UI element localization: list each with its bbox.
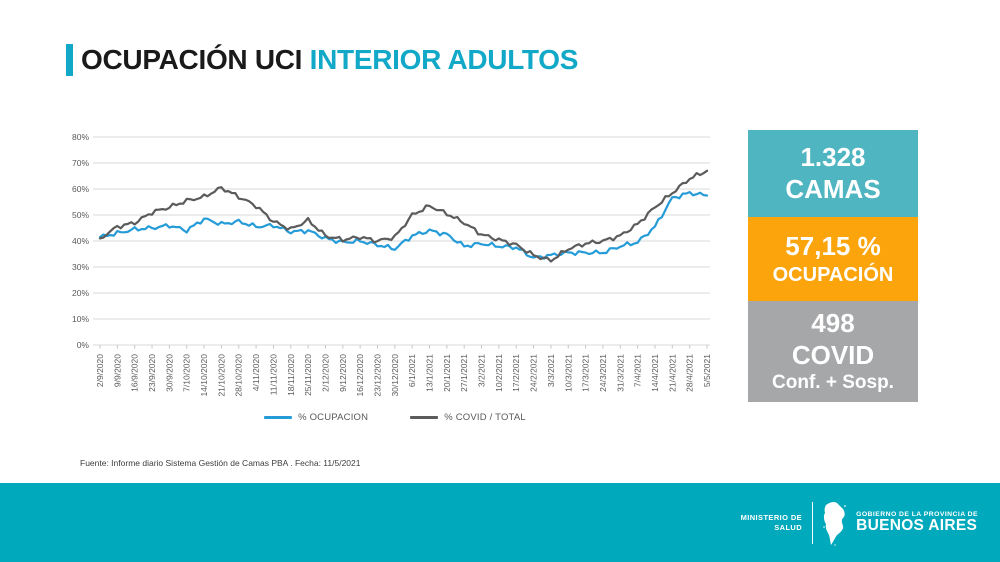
svg-text:2/9/2020: 2/9/2020 xyxy=(95,354,105,387)
svg-text:24/3/2021: 24/3/2021 xyxy=(598,354,608,392)
svg-text:80%: 80% xyxy=(72,132,89,142)
svg-text:30%: 30% xyxy=(72,262,89,272)
svg-text:14/10/2020: 14/10/2020 xyxy=(199,354,209,397)
svg-text:4/11/2020: 4/11/2020 xyxy=(251,354,261,391)
legend-item-covid-total: % COVID / TOTAL xyxy=(410,412,526,423)
svg-text:14/4/2021: 14/4/2021 xyxy=(650,354,660,392)
chart-legend: % OCUPACION % COVID / TOTAL xyxy=(70,412,720,423)
buenos-aires-map-icon xyxy=(823,501,846,546)
government-logo-text: GOBIERNO DE LA PROVINCIA DE BUENOS AIRES xyxy=(856,511,978,535)
title-accent-bar xyxy=(66,44,73,76)
stats-panel: 1.328 CAMAS 57,15 % OCUPACIÓN 498 COVID … xyxy=(748,130,918,402)
svg-text:13/1/2021: 13/1/2021 xyxy=(425,354,435,392)
svg-text:16/12/2020: 16/12/2020 xyxy=(355,354,365,397)
svg-text:10/2/2021: 10/2/2021 xyxy=(494,354,504,392)
svg-text:6/1/2021: 6/1/2021 xyxy=(407,354,417,387)
svg-text:28/10/2020: 28/10/2020 xyxy=(234,354,244,397)
page-title: OCUPACIÓN UCI INTERIOR ADULTOS xyxy=(81,44,578,76)
svg-text:3/2/2021: 3/2/2021 xyxy=(477,354,487,387)
stat-covid-label: COVID xyxy=(791,340,875,371)
svg-text:50%: 50% xyxy=(72,210,89,220)
svg-text:7/4/2021: 7/4/2021 xyxy=(633,354,643,387)
svg-text:2/12/2020: 2/12/2020 xyxy=(320,354,330,392)
svg-text:9/9/2020: 9/9/2020 xyxy=(112,354,122,387)
svg-text:5/5/2021: 5/5/2021 xyxy=(702,354,712,387)
svg-text:28/4/2021: 28/4/2021 xyxy=(685,354,695,392)
legend-label-ocupacion: % OCUPACION xyxy=(298,412,369,423)
occupancy-chart-canvas: 0% 10% 20% 30% 40% 50% 60% 70% 80% 2/9/2020 9/9/20… xyxy=(72,132,712,397)
svg-text:25/11/2020: 25/11/2020 xyxy=(303,354,313,396)
svg-text:23/12/2020: 23/12/2020 xyxy=(372,354,382,397)
stat-box-camas: 1.328 CAMAS xyxy=(748,130,918,217)
occupancy-chart: 0% 10% 20% 30% 40% 50% 60% 70% 80% 2/9/2020 9/9/20… xyxy=(70,125,720,417)
svg-text:18/11/2020: 18/11/2020 xyxy=(286,354,296,396)
government-large-text: BUENOS AIRES xyxy=(856,517,978,535)
title-highlight: INTERIOR ADULTOS xyxy=(309,44,579,75)
legend-line-covid-total-icon xyxy=(410,416,439,419)
svg-text:21/10/2020: 21/10/2020 xyxy=(216,354,226,397)
legend-item-ocupacion: % OCUPACION xyxy=(264,412,368,423)
svg-text:40%: 40% xyxy=(72,236,89,246)
svg-text:17/2/2021: 17/2/2021 xyxy=(511,354,521,392)
svg-text:70%: 70% xyxy=(72,158,89,168)
ministry-line2: SALUD xyxy=(774,522,803,532)
stat-covid-sublabel: Conf. + Sosp. xyxy=(772,371,894,393)
svg-text:20%: 20% xyxy=(72,288,89,298)
title-block: OCUPACIÓN UCI INTERIOR ADULTOS xyxy=(66,44,578,76)
svg-text:11/11/2020: 11/11/2020 xyxy=(268,354,278,396)
svg-text:31/3/2021: 31/3/2021 xyxy=(615,354,625,392)
svg-text:24/2/2021: 24/2/2021 xyxy=(529,354,539,392)
stat-covid-value: 498 xyxy=(811,308,855,339)
legend-line-ocupacion-icon xyxy=(264,416,293,419)
logo-divider xyxy=(812,501,814,544)
legend-label-covid-total: % COVID / TOTAL xyxy=(444,412,526,423)
ministry-line1: MINISTERIO DE xyxy=(740,513,803,523)
svg-text:17/3/2021: 17/3/2021 xyxy=(581,354,591,392)
svg-text:10/3/2021: 10/3/2021 xyxy=(563,354,573,392)
page-title-black: OCUPACIÓN UCI xyxy=(81,44,310,75)
footer-logos: MINISTERIO DE SALUD GOBIERNO DE LA PROVI… xyxy=(741,483,978,562)
svg-text:10%: 10% xyxy=(72,314,89,324)
svg-text:9/12/2020: 9/12/2020 xyxy=(338,354,348,392)
svg-text:30/12/2020: 30/12/2020 xyxy=(390,354,400,397)
stat-box-covid: 498 COVID Conf. + Sosp. xyxy=(748,301,918,402)
svg-text:0%: 0% xyxy=(77,340,90,350)
svg-text:3/3/2021: 3/3/2021 xyxy=(546,354,556,387)
svg-text:30/9/2020: 30/9/2020 xyxy=(164,354,174,392)
stat-ocupacion-value: 57,15 % xyxy=(785,231,881,262)
svg-text:7/10/2020: 7/10/2020 xyxy=(182,354,192,392)
footer-bar: MINISTERIO DE SALUD GOBIERNO DE LA PROVI… xyxy=(0,483,1000,562)
source-note: Fuente: Informe diario Sistema Gestión d… xyxy=(80,458,361,468)
stat-camas-label: CAMAS xyxy=(785,173,881,204)
stat-ocupacion-label: OCUPACIÓN xyxy=(772,263,894,286)
svg-text:23/9/2020: 23/9/2020 xyxy=(147,354,157,392)
ministry-logo-text: MINISTERIO DE SALUD xyxy=(741,513,802,532)
svg-text:21/4/2021: 21/4/2021 xyxy=(667,354,677,392)
svg-text:27/1/2021: 27/1/2021 xyxy=(459,354,469,392)
government-small-text: GOBIERNO DE LA PROVINCIA DE xyxy=(856,510,978,518)
svg-text:60%: 60% xyxy=(72,184,89,194)
svg-text:16/9/2020: 16/9/2020 xyxy=(130,354,140,392)
stat-camas-value: 1.328 xyxy=(800,141,866,172)
svg-text:20/1/2021: 20/1/2021 xyxy=(442,354,452,392)
stat-box-ocupacion: 57,15 % OCUPACIÓN xyxy=(748,217,918,301)
